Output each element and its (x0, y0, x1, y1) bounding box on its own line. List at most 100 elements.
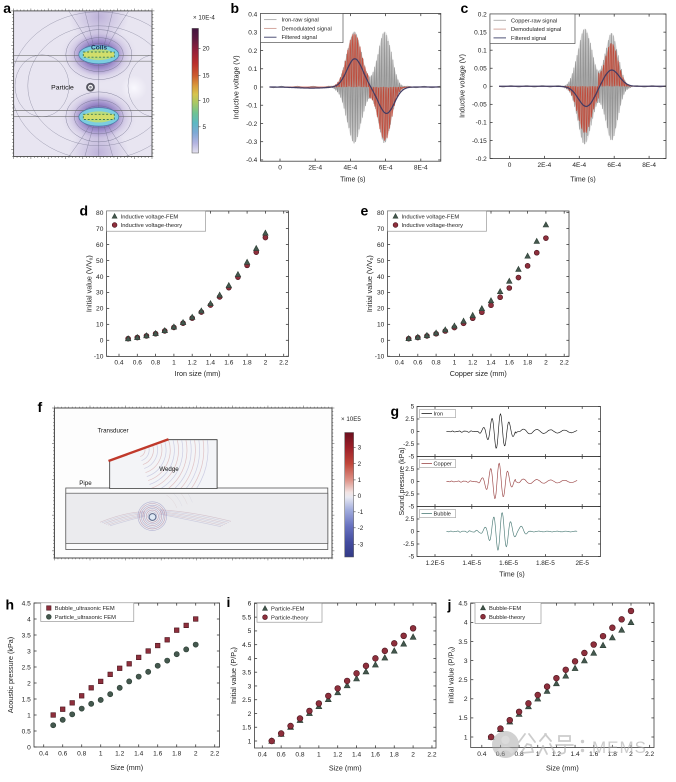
svg-text:0: 0 (508, 162, 512, 169)
svg-text:Initial value (V/V0): Initial value (V/V0) (365, 255, 374, 312)
svg-text:Iron-raw signal: Iron-raw signal (282, 18, 319, 24)
svg-text:1.5: 1.5 (242, 725, 251, 732)
svg-text:1.2: 1.2 (468, 360, 477, 367)
svg-text:1.4: 1.4 (352, 751, 361, 758)
svg-text:10: 10 (377, 322, 385, 329)
svg-text:-10: -10 (94, 354, 104, 361)
svg-text:1: 1 (248, 738, 252, 745)
svg-text:1: 1 (172, 360, 176, 367)
svg-text:0: 0 (411, 479, 415, 486)
svg-text:1.6: 1.6 (224, 360, 233, 367)
svg-text:-0.4: -0.4 (246, 157, 258, 164)
svg-text:1: 1 (27, 712, 31, 719)
svg-text:e: e (361, 203, 369, 219)
svg-text:0.4: 0.4 (395, 360, 404, 367)
svg-text:-5: -5 (409, 504, 415, 511)
svg-text:× 10E-4: × 10E-4 (193, 15, 215, 22)
svg-text:1: 1 (536, 751, 540, 758)
svg-text:i: i (227, 594, 231, 610)
svg-text:0.1: 0.1 (248, 66, 257, 73)
svg-text:Size (mm): Size (mm) (110, 763, 143, 772)
svg-text:60: 60 (96, 242, 104, 249)
svg-text:Pipe: Pipe (79, 480, 92, 487)
svg-text:0: 0 (411, 429, 415, 436)
svg-text:f: f (38, 399, 43, 415)
svg-text:0: 0 (27, 744, 31, 751)
svg-text:2: 2 (264, 360, 268, 367)
svg-text:-0.2: -0.2 (476, 156, 488, 163)
svg-text:Inductive voltage (V): Inductive voltage (V) (234, 55, 241, 119)
svg-text:0: 0 (483, 84, 487, 91)
svg-text:-2.5: -2.5 (403, 541, 414, 548)
svg-text:0.2: 0.2 (478, 11, 487, 18)
svg-text:3.5: 3.5 (458, 639, 467, 646)
svg-text:4: 4 (248, 656, 252, 663)
svg-text:1.2E-5: 1.2E-5 (426, 560, 445, 567)
svg-text:0: 0 (411, 529, 415, 536)
svg-text:c: c (461, 0, 469, 16)
svg-text:1.8: 1.8 (172, 750, 181, 757)
svg-text:1.5: 1.5 (22, 696, 31, 703)
svg-text:1: 1 (99, 750, 103, 757)
svg-text:2.2: 2.2 (427, 751, 436, 758)
svg-text:-5: -5 (409, 554, 415, 561)
svg-text:1.2: 1.2 (115, 750, 124, 757)
svg-text:d: d (80, 203, 89, 219)
svg-text:1.6: 1.6 (589, 751, 598, 758)
svg-text:2: 2 (464, 696, 468, 703)
svg-text:4E-4: 4E-4 (572, 162, 586, 169)
svg-text:-3: -3 (358, 542, 364, 549)
svg-text:1: 1 (464, 734, 468, 741)
svg-text:0: 0 (100, 338, 104, 345)
svg-text:50: 50 (377, 258, 385, 265)
svg-text:0.05: 0.05 (474, 66, 487, 73)
svg-text:4.5: 4.5 (242, 642, 251, 649)
svg-text:Iron: Iron (434, 412, 444, 418)
svg-text:-10: -10 (375, 354, 385, 361)
svg-text:0.4: 0.4 (477, 751, 486, 758)
svg-text:2E-5: 2E-5 (575, 560, 589, 567)
svg-text:20: 20 (377, 306, 385, 313)
svg-text:-2.5: -2.5 (403, 441, 414, 448)
svg-text:1.4: 1.4 (206, 360, 215, 367)
svg-text:30: 30 (96, 290, 104, 297)
svg-text:6E-4: 6E-4 (607, 162, 621, 169)
svg-text:b: b (231, 0, 240, 16)
svg-text:1: 1 (453, 360, 457, 367)
svg-text:2.5: 2.5 (458, 677, 467, 684)
svg-text:0.3: 0.3 (248, 30, 257, 37)
svg-text:Initial value (P/P0): Initial value (P/P0) (447, 647, 456, 704)
svg-text:a: a (3, 0, 11, 16)
svg-text:0: 0 (254, 84, 258, 91)
svg-text:1.4: 1.4 (134, 750, 143, 757)
svg-text:2.5: 2.5 (242, 697, 251, 704)
svg-text:3.5: 3.5 (22, 632, 31, 639)
svg-text:-5: -5 (409, 454, 415, 461)
svg-text:0: 0 (381, 338, 385, 345)
svg-text:1: 1 (317, 751, 321, 758)
svg-text:0.8: 0.8 (151, 360, 160, 367)
svg-text:2E-4: 2E-4 (308, 165, 322, 172)
svg-text:3.5: 3.5 (242, 670, 251, 677)
svg-text:20: 20 (96, 306, 104, 313)
svg-text:Size (mm): Size (mm) (546, 764, 579, 773)
svg-text:80: 80 (377, 210, 385, 217)
svg-text:2.5: 2.5 (405, 516, 414, 523)
svg-text:2.2: 2.2 (210, 750, 219, 757)
svg-text:40: 40 (377, 274, 385, 281)
svg-text:6: 6 (248, 601, 252, 608)
svg-text:Bubble_ultrasonic FEM: Bubble_ultrasonic FEM (55, 606, 115, 612)
svg-text:g: g (391, 403, 400, 419)
svg-text:1.6: 1.6 (505, 360, 514, 367)
svg-text:80: 80 (96, 210, 104, 217)
svg-text:1.8: 1.8 (390, 751, 399, 758)
svg-text:0.6: 0.6 (496, 751, 505, 758)
svg-text:0: 0 (278, 165, 282, 172)
svg-text:0.4: 0.4 (258, 751, 267, 758)
svg-text:0.8: 0.8 (77, 750, 86, 757)
svg-text:2.5: 2.5 (405, 466, 414, 473)
svg-text:5: 5 (248, 628, 252, 635)
svg-text:Initial value (V/V0): Initial value (V/V0) (85, 255, 94, 312)
svg-text:Acoustic pressure (kPa): Acoustic pressure (kPa) (6, 637, 15, 713)
svg-text:-0.05: -0.05 (472, 102, 487, 109)
